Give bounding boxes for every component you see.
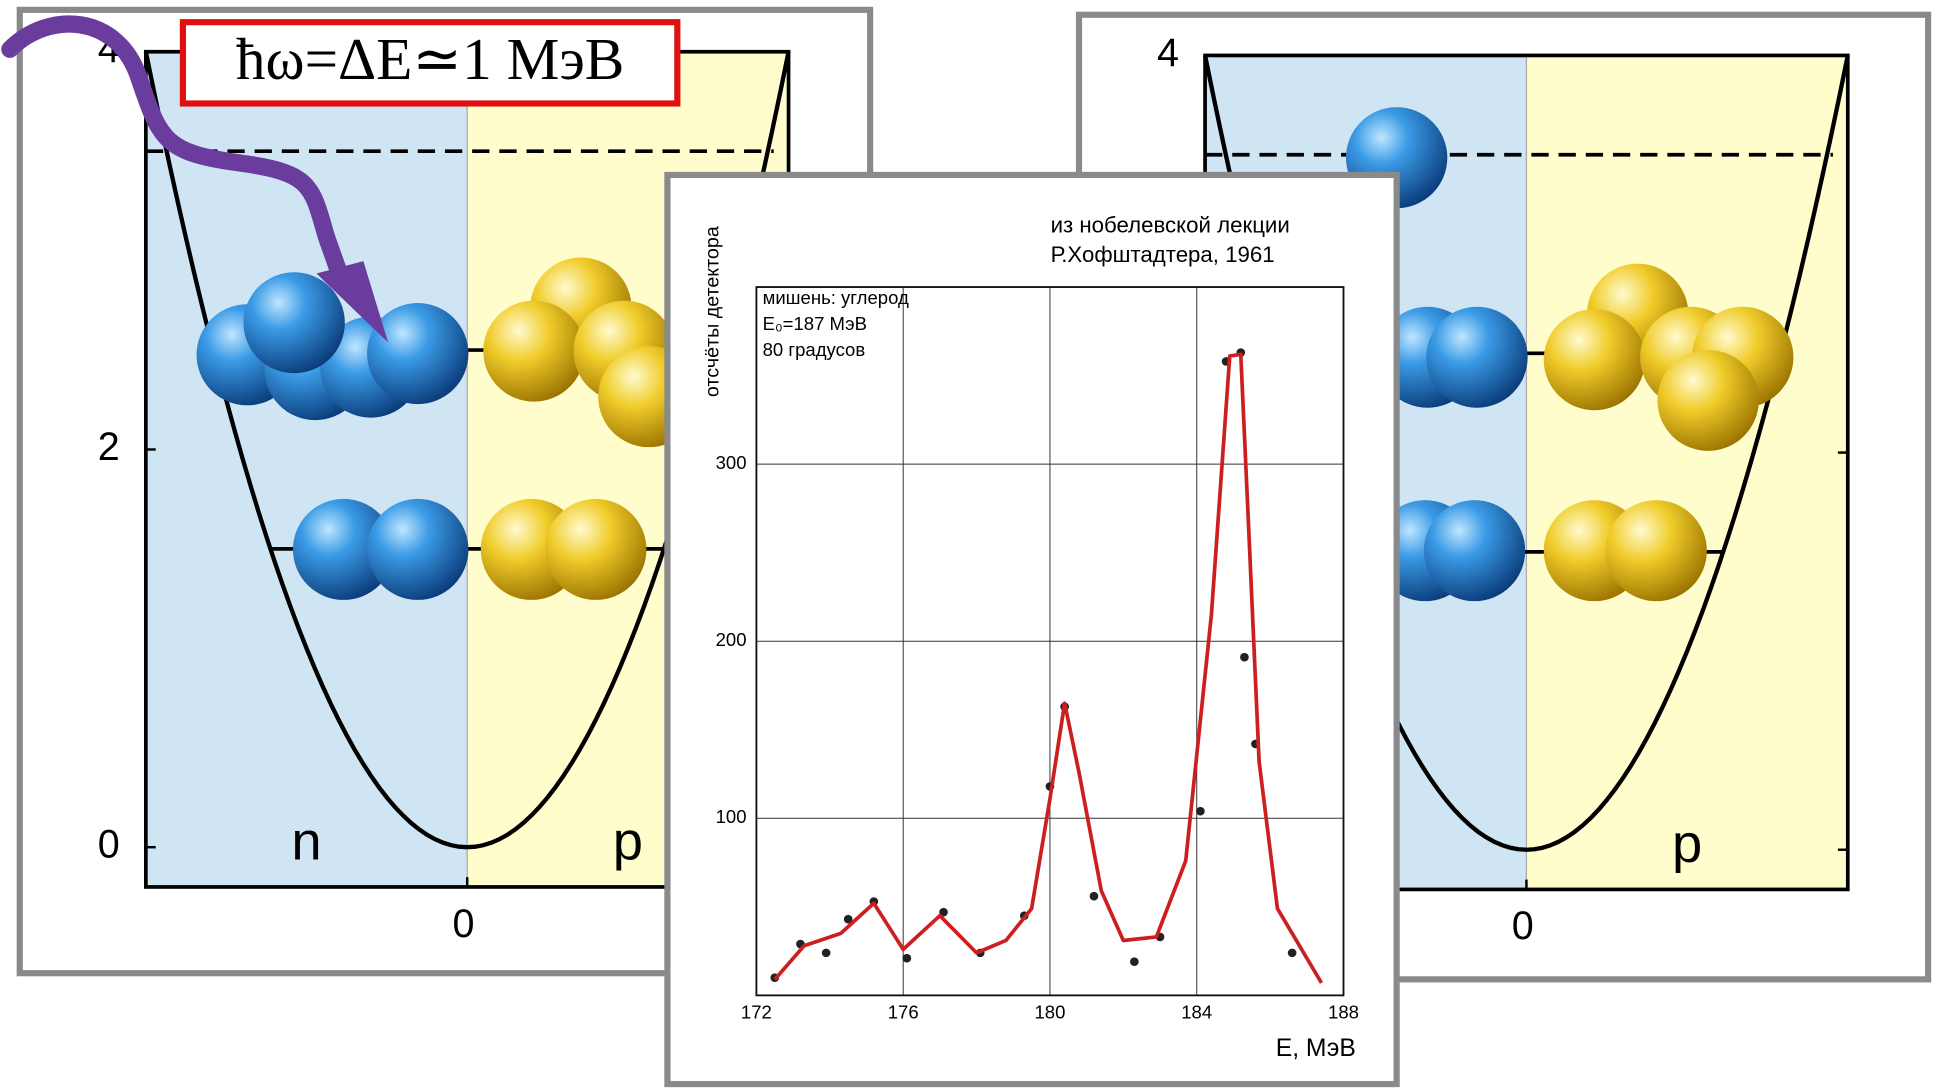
data-point	[1090, 892, 1099, 901]
x-tick-label: 0	[452, 902, 474, 946]
x-tick-label: 180	[1034, 1002, 1065, 1023]
y-tick-label: 4	[1157, 31, 1179, 75]
data-point	[903, 954, 912, 963]
data-point	[1130, 957, 1139, 966]
region-label: n	[291, 810, 321, 871]
y-tick-label: 2	[98, 425, 120, 469]
x-tick-label: 0	[1512, 904, 1534, 948]
x-tick-label: 176	[888, 1002, 919, 1023]
proton	[1606, 500, 1707, 601]
spectrum-panel: 172 176 180 184 188 100 200 300 из нобелевской л…	[667, 175, 1396, 1084]
panel-frame	[667, 175, 1396, 1084]
x-axis-label: E, МэВ	[1276, 1035, 1356, 1062]
title: Р.Хофштадтера, 1961	[1051, 242, 1275, 267]
x-tick-label: 188	[1328, 1002, 1359, 1023]
legend-text: E₀=187 МэВ	[763, 313, 867, 334]
proton-region	[1526, 55, 1847, 889]
y-axis-label: отсчёты детектора	[701, 226, 723, 397]
y-tick-label: 300	[716, 452, 747, 473]
neutron	[367, 499, 468, 600]
proton	[1544, 309, 1645, 410]
proton	[483, 301, 584, 402]
x-tick-label: 184	[1181, 1002, 1212, 1023]
slide: 0240np 0240p 172176180184188100200300из …	[0, 0, 1938, 1089]
title: из нобелевской лекции	[1051, 213, 1290, 238]
x-tick-label: 172	[741, 1002, 772, 1023]
proton	[1657, 350, 1758, 451]
y-tick-label: 100	[716, 806, 747, 827]
neutron	[1424, 500, 1525, 601]
data-point	[1288, 949, 1297, 958]
neutron	[243, 272, 344, 373]
neutron	[367, 303, 468, 404]
legend-text: мишень: углерод	[763, 287, 909, 308]
neutron	[1426, 307, 1527, 408]
data-point	[1196, 807, 1205, 816]
region-label: p	[613, 810, 643, 871]
data-point	[822, 949, 831, 958]
legend-text: 80 градусов	[763, 339, 866, 360]
data-point	[1240, 653, 1249, 662]
proton	[545, 499, 646, 600]
y-tick-label: 200	[716, 629, 747, 650]
region-label: p	[1672, 813, 1702, 874]
y-tick-label: 0	[98, 823, 120, 867]
formula: ħω=ΔE≃1 МэВ	[236, 26, 624, 92]
